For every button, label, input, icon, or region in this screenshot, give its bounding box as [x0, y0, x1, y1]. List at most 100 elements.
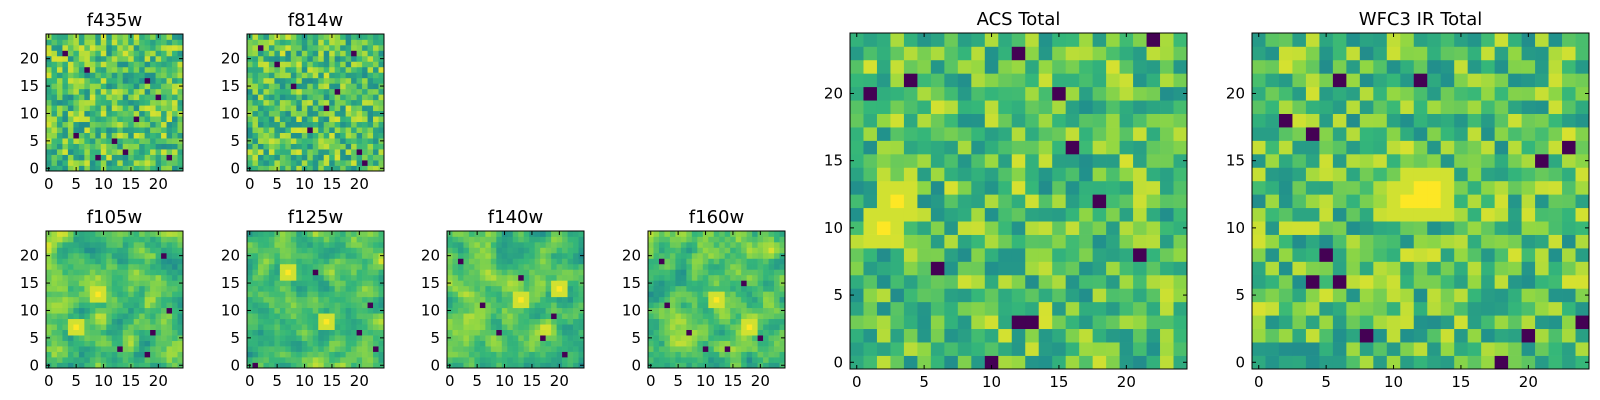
- heatmap-cell: [307, 318, 314, 325]
- heatmap-cell: [518, 302, 525, 309]
- heatmap-cell: [367, 143, 374, 150]
- heatmap-cell: [312, 274, 319, 281]
- heatmap-cell: [155, 247, 162, 254]
- heatmap-cell: [340, 302, 346, 309]
- heatmap-cell: [378, 34, 385, 40]
- heatmap-cell: [1079, 167, 1093, 182]
- heatmap-cell: [67, 274, 74, 281]
- heatmap-cell: [1440, 194, 1455, 209]
- heatmap-cell: [518, 318, 525, 325]
- heatmap-cell: [362, 149, 368, 155]
- heatmap-cell: [73, 340, 80, 347]
- heatmap-cell: [117, 335, 124, 341]
- heatmap-cell: [172, 94, 178, 101]
- heatmap-cell: [301, 55, 308, 62]
- heatmap-cell: [1427, 288, 1442, 303]
- heatmap-cell: [468, 291, 475, 298]
- heatmap-cell: [329, 105, 336, 112]
- heatmap-cell: [876, 288, 891, 303]
- heatmap-cell: [73, 247, 80, 254]
- heatmap-cell: [285, 99, 292, 106]
- heatmap-cell: [89, 247, 96, 254]
- heatmap-cell: [984, 355, 999, 370]
- heatmap-cell: [362, 231, 368, 237]
- heatmap-cell: [301, 329, 308, 336]
- heatmap-cell: [741, 329, 747, 336]
- heatmap-cell: [917, 248, 932, 262]
- heatmap-cell: [177, 44, 184, 51]
- heatmap-cell: [122, 335, 129, 341]
- heatmap-cell: [296, 149, 303, 155]
- heatmap-cell: [1092, 33, 1107, 47]
- heatmap-cell: [356, 55, 363, 62]
- heatmap-cell: [67, 329, 74, 336]
- heatmap-cell: [774, 318, 780, 325]
- heatmap-cell: [247, 61, 253, 68]
- heatmap-cell: [133, 291, 140, 298]
- heatmap-cell: [876, 261, 891, 276]
- heatmap-cell: [177, 324, 184, 330]
- heatmap-cell: [1413, 221, 1428, 235]
- heatmap-cell: [301, 346, 308, 352]
- heatmap-cell: [111, 335, 118, 341]
- heatmap-cell: [1467, 180, 1482, 195]
- heatmap-cell: [540, 280, 546, 287]
- heatmap-cell: [850, 153, 864, 168]
- heatmap-cell: [479, 280, 486, 287]
- heatmap-cell: [545, 285, 552, 292]
- heatmap-cell: [930, 113, 945, 128]
- heatmap-cell: [1332, 153, 1347, 168]
- heatmap-cell: [340, 258, 346, 265]
- heatmap-cell: [1011, 221, 1026, 235]
- heatmap-cell: [351, 346, 357, 352]
- heatmap-cell: [1092, 328, 1107, 343]
- heatmap-cell: [452, 346, 459, 352]
- heatmap-cell: [263, 329, 270, 336]
- heatmap-cell: [318, 121, 325, 128]
- heatmap-cell: [329, 307, 336, 314]
- heatmap-cell: [863, 194, 878, 209]
- heatmap-cell: [106, 263, 113, 270]
- heatmap-cell: [669, 313, 676, 320]
- heatmap-cell: [62, 340, 69, 347]
- heatmap-cell: [1265, 328, 1280, 343]
- heatmap-cell: [172, 44, 178, 51]
- heatmap-cell: [106, 351, 113, 358]
- heatmap-cell: [73, 61, 80, 68]
- heatmap-cell: [56, 296, 63, 303]
- heatmap-cell: [279, 77, 286, 84]
- heatmap-cell: [680, 280, 687, 287]
- axes-frame: [246, 33, 385, 172]
- y-tick-label: 0: [833, 353, 843, 371]
- heatmap-cell: [268, 247, 275, 254]
- heatmap-cell: [1454, 180, 1469, 195]
- heatmap-cell: [95, 231, 102, 237]
- heatmap-cell: [735, 258, 742, 265]
- heatmap-cell: [1025, 328, 1040, 343]
- heatmap-cell: [95, 39, 102, 46]
- heatmap-cell: [356, 50, 363, 57]
- heatmap-cell: [318, 302, 325, 309]
- heatmap-cell: [768, 247, 775, 254]
- heatmap-cell: [51, 362, 58, 369]
- heatmap-cell: [664, 302, 671, 309]
- heatmap-cell: [523, 252, 530, 259]
- heatmap-cell: [1173, 127, 1188, 141]
- heatmap-cell: [329, 138, 336, 144]
- heatmap-cell: [724, 280, 731, 287]
- heatmap-cell: [763, 291, 769, 298]
- heatmap-cell: [279, 324, 286, 330]
- heatmap-cell: [863, 127, 878, 141]
- heatmap-cell: [150, 313, 156, 320]
- heatmap-cell: [944, 167, 959, 182]
- heatmap-cell: [463, 362, 470, 369]
- heatmap-cell: [518, 252, 525, 259]
- heatmap-cell: [351, 263, 357, 270]
- heatmap-cell: [329, 83, 336, 90]
- heatmap-cell: [724, 362, 731, 369]
- heatmap-cell: [523, 280, 530, 287]
- heatmap-cell: [1038, 100, 1053, 114]
- heatmap-cell: [691, 252, 698, 259]
- heatmap-cell: [763, 362, 769, 369]
- heatmap-cell: [930, 328, 945, 343]
